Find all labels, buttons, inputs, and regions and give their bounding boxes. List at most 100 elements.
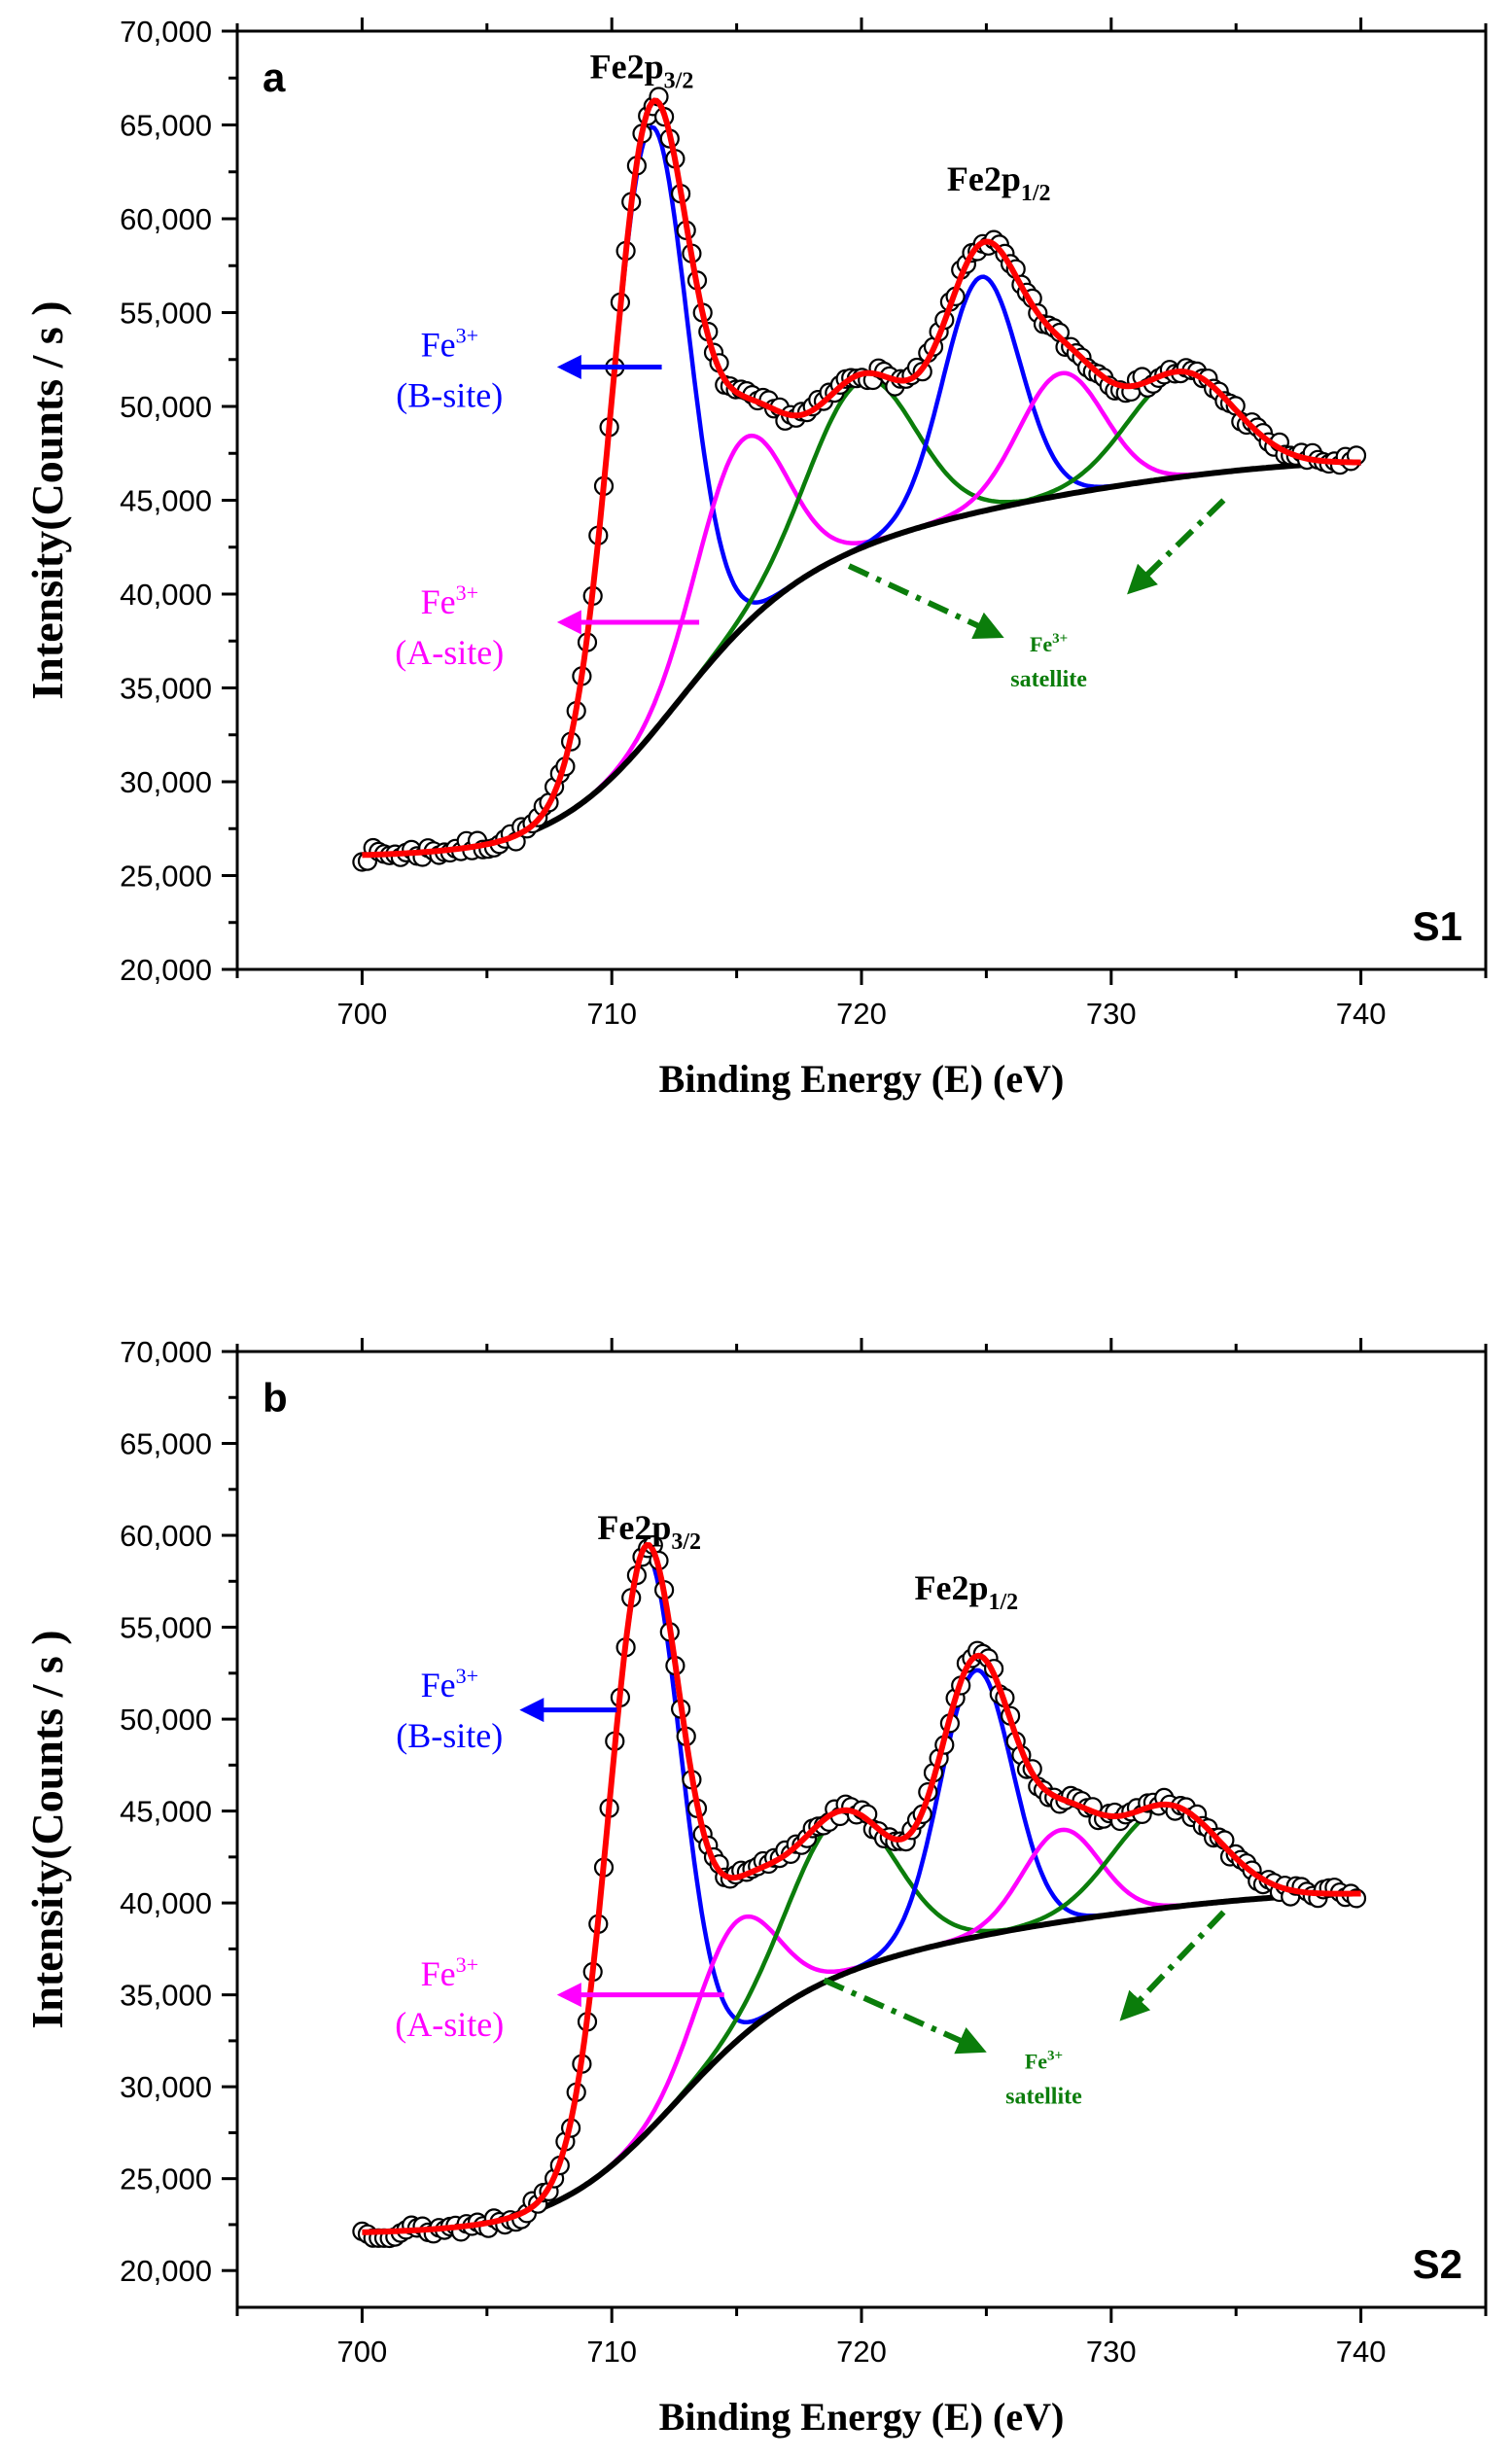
component-peak bbox=[362, 1891, 1361, 2235]
y-tick-label: 45,000 bbox=[120, 484, 212, 518]
y-tick-label: 60,000 bbox=[120, 1519, 212, 1553]
envelope-fit bbox=[362, 97, 1361, 859]
a_site-site-label: (A-site) bbox=[395, 633, 504, 672]
ion-name: Fe bbox=[1025, 2050, 1047, 2074]
component-peak bbox=[362, 370, 1361, 858]
y-tick-label: 35,000 bbox=[120, 672, 212, 706]
envelope-fit bbox=[362, 1542, 1361, 2235]
panel-label: b bbox=[263, 1375, 288, 1421]
y-tick-label: 25,000 bbox=[120, 2162, 212, 2196]
x-tick-label: 710 bbox=[586, 2335, 637, 2369]
sample-label: S2 bbox=[1413, 2241, 1462, 2287]
y-tick-label: 20,000 bbox=[120, 953, 212, 987]
ion-charge: 3+ bbox=[456, 1952, 478, 1977]
component-peak bbox=[362, 433, 1361, 858]
b_site-ion-label: Fe3+ bbox=[421, 323, 478, 364]
y-tick-label: 70,000 bbox=[120, 15, 212, 49]
x-tick-label: 700 bbox=[337, 2335, 388, 2369]
component-peak bbox=[362, 274, 1361, 858]
background-line bbox=[362, 459, 1361, 859]
b_site-site-label: (B-site) bbox=[396, 1716, 503, 1755]
y-tick-label: 40,000 bbox=[120, 1886, 212, 1920]
panel-b: 700 710 720 730 740 20,000 25,000 30,000 35,000 4… bbox=[22, 1335, 1488, 2439]
satellite-ion-label: Fe3+ bbox=[1025, 2049, 1063, 2074]
ion-charge: 3+ bbox=[1052, 631, 1068, 647]
y-tick-label: 45,000 bbox=[120, 1795, 212, 1829]
y-tick-label: 30,000 bbox=[120, 765, 212, 799]
x-tick-label: 720 bbox=[836, 2335, 887, 2369]
y-axis-label: Intensity(Counts / s ) bbox=[22, 1630, 72, 2028]
peak-label-sub: 3/2 bbox=[664, 68, 694, 93]
a_site-ion-label: Fe3+ bbox=[421, 580, 478, 621]
x-tick-label: 740 bbox=[1336, 997, 1387, 1031]
data-points bbox=[352, 87, 1367, 872]
y-tick-label: 50,000 bbox=[120, 390, 212, 424]
x-tick-label: 700 bbox=[337, 997, 388, 1031]
component-peak bbox=[362, 376, 1361, 858]
y-tick-label: 50,000 bbox=[120, 1703, 212, 1737]
y-tick-label: 60,000 bbox=[120, 202, 212, 236]
y-tick-label: 65,000 bbox=[120, 109, 212, 143]
y-tick-label: 65,000 bbox=[120, 1427, 212, 1461]
peak-label: Fe2p1/2 bbox=[947, 159, 1051, 206]
ion-name: Fe bbox=[421, 1954, 456, 1993]
peak-label: Fe2p1/2 bbox=[915, 1568, 1019, 1615]
component-peak bbox=[362, 370, 1361, 858]
a_site-ion-label: Fe3+ bbox=[421, 1952, 478, 1993]
x-axis-label: Binding Energy (E) (eV) bbox=[659, 1057, 1065, 1101]
peak-label-sub: 3/2 bbox=[671, 1529, 701, 1555]
plot-frame bbox=[235, 29, 1488, 971]
plot-area bbox=[352, 87, 1367, 872]
ion-name: Fe bbox=[421, 582, 456, 621]
component-peak bbox=[362, 1804, 1361, 2235]
b_site-site-label: (B-site) bbox=[396, 375, 503, 414]
x-tick-label: 730 bbox=[1086, 997, 1137, 1031]
ion-charge: 3+ bbox=[1047, 2049, 1063, 2064]
x-axis-label: Binding Energy (E) (eV) bbox=[659, 2395, 1065, 2439]
peak-label-main: Fe2p bbox=[947, 159, 1021, 198]
y-tick-label: 40,000 bbox=[120, 578, 212, 612]
x-tick-label: 720 bbox=[836, 997, 887, 1031]
peak-label-main: Fe2p bbox=[597, 1508, 671, 1547]
satellite-arrow bbox=[847, 563, 1004, 639]
plot-frame bbox=[235, 1350, 1488, 2309]
x-tick-label: 740 bbox=[1336, 2335, 1387, 2369]
y-axis-label: Intensity(Counts / s ) bbox=[22, 300, 72, 699]
component-peak bbox=[362, 1810, 1361, 2235]
y-tick-label: 20,000 bbox=[120, 2254, 212, 2288]
ion-charge: 3+ bbox=[456, 1664, 478, 1688]
peak-label-main: Fe2p bbox=[915, 1568, 989, 1607]
sample-label: S1 bbox=[1413, 903, 1462, 949]
plot-area bbox=[352, 1534, 1367, 2249]
y-tick-label: 70,000 bbox=[120, 1335, 212, 1369]
panel-a: 700 710 720 730 740 20,000 25,000 30,000 35,000 4… bbox=[22, 15, 1488, 1101]
data-points bbox=[352, 1534, 1367, 2249]
component-peak bbox=[362, 1552, 1361, 2235]
ion-charge: 3+ bbox=[456, 580, 478, 605]
x-tick-label: 710 bbox=[586, 997, 637, 1031]
y-tick-label: 25,000 bbox=[120, 860, 212, 894]
component-peak bbox=[362, 1668, 1361, 2235]
component-peak bbox=[362, 1827, 1361, 2235]
y-tick-label: 55,000 bbox=[120, 1611, 212, 1645]
background-line bbox=[362, 1890, 1361, 2235]
satellite-label: satellite bbox=[1005, 2085, 1082, 2110]
component-peak bbox=[362, 124, 1361, 858]
ion-name: Fe bbox=[421, 325, 456, 364]
b_site-ion-label: Fe3+ bbox=[421, 1664, 478, 1704]
satellite-arrow bbox=[1127, 498, 1226, 595]
satellite-ion-label: Fe3+ bbox=[1030, 631, 1068, 656]
x-tick-label: 730 bbox=[1086, 2335, 1137, 2369]
ion-name: Fe bbox=[1030, 632, 1052, 656]
y-tick-label: 35,000 bbox=[120, 1979, 212, 2013]
peak-label-sub: 1/2 bbox=[989, 1590, 1019, 1615]
a_site-site-label: (A-site) bbox=[395, 2005, 504, 2044]
ion-name: Fe bbox=[421, 1666, 456, 1704]
satellite-label: satellite bbox=[1010, 667, 1087, 692]
peak-label: Fe2p3/2 bbox=[597, 1508, 701, 1555]
ion-charge: 3+ bbox=[456, 323, 478, 347]
peak-label-main: Fe2p bbox=[590, 47, 664, 86]
satellite-arrow bbox=[1119, 1910, 1226, 2021]
peak-label-sub: 1/2 bbox=[1021, 181, 1051, 206]
